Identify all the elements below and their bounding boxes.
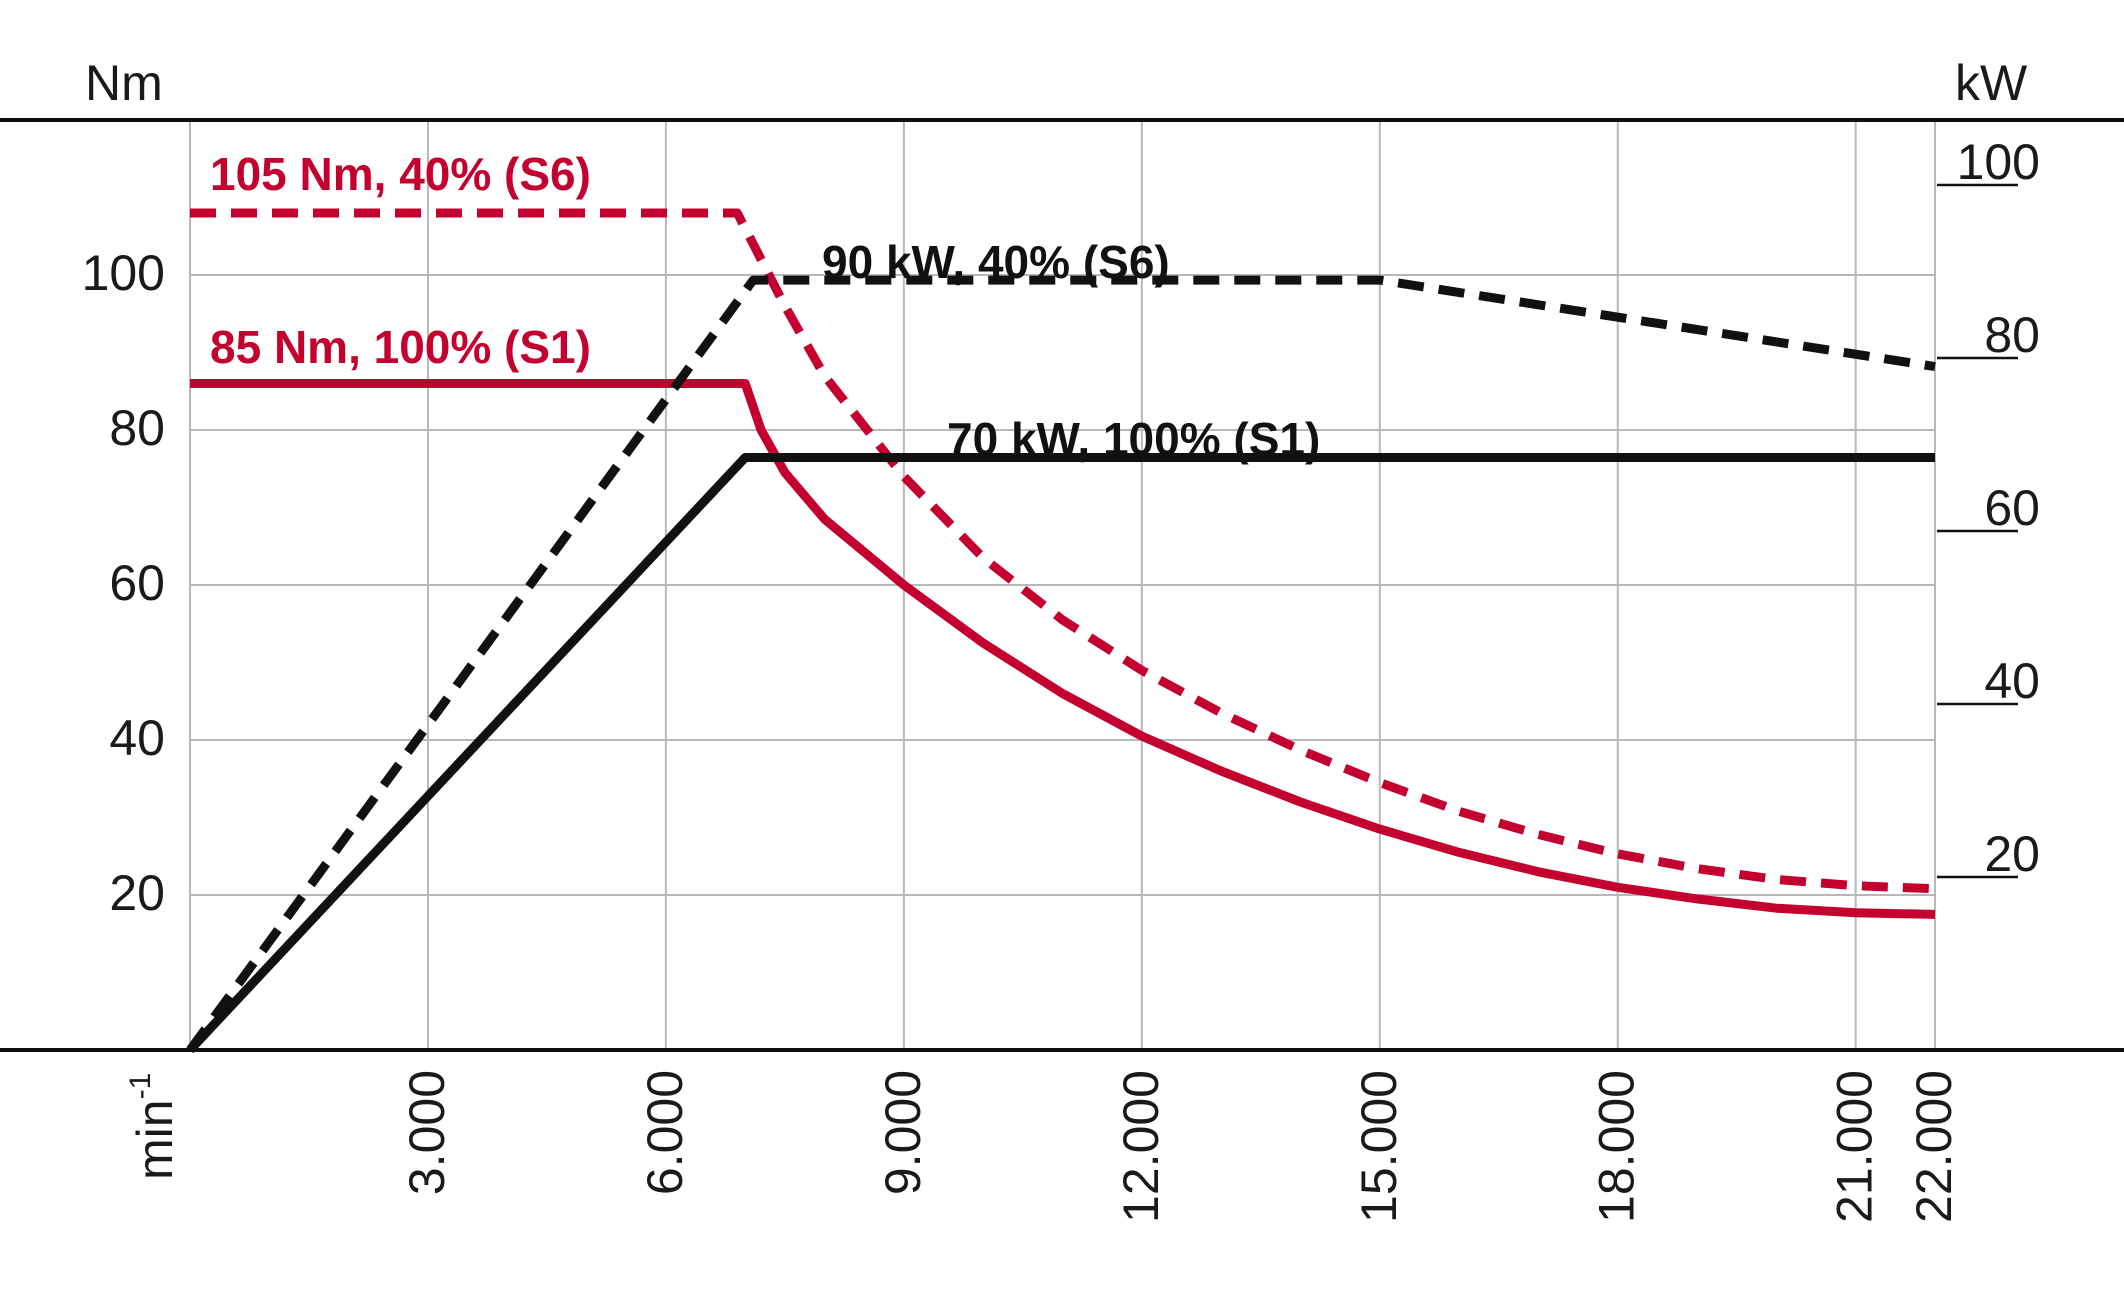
left-axis-unit: Nm <box>85 55 163 111</box>
y-right-tick-label: 80 <box>1984 307 2040 363</box>
y-left-tick-label: 80 <box>109 400 165 456</box>
right-axis-unit: kW <box>1955 55 2028 111</box>
x-tick-label-group: 15.000 <box>1351 1070 1407 1223</box>
x-tick-label-group: 21.000 <box>1827 1070 1883 1223</box>
y-left-tick-label: 60 <box>109 555 165 611</box>
x-tick-label-group: 12.000 <box>1113 1070 1169 1223</box>
x-tick-label: 12.000 <box>1113 1070 1169 1223</box>
text-layer: Nm kW min-1 20 40 60 80 100 20 40 60 80 100 3.000 6… <box>82 55 2040 1223</box>
x-tick-label-group: 22.000 <box>1906 1070 1962 1223</box>
x-tick-label: 6.000 <box>637 1070 693 1195</box>
y-right-tick-label: 100 <box>1957 134 2040 190</box>
x-tick-label: 15.000 <box>1351 1070 1407 1223</box>
series-s6-torque-line <box>190 208 1936 894</box>
x-tick-label-group: 9.000 <box>875 1070 931 1195</box>
series-label-s1-power: 70 kW, 100% (S1) <box>947 413 1320 465</box>
y-right-tick-label: 20 <box>1984 826 2040 882</box>
y-left-tick-label: 40 <box>109 710 165 766</box>
series-label-s6-power: 90 kW, 40% (S6) <box>822 236 1170 288</box>
x-tick-label: 22.000 <box>1906 1070 1962 1223</box>
axis-frame <box>0 118 2124 1052</box>
y-left-tick-label: 20 <box>109 865 165 921</box>
series-s1-power-line <box>186 453 1935 1054</box>
x-tick-label: 9.000 <box>875 1070 931 1195</box>
x-tick-label-group: 3.000 <box>399 1070 455 1195</box>
y-left-tick-label: 100 <box>82 245 165 301</box>
x-tick-label: 21.000 <box>1827 1070 1883 1223</box>
series-layer <box>186 208 1936 1054</box>
x-tick-label-group: 18.000 <box>1589 1070 1645 1223</box>
y-right-tick-label: 40 <box>1984 653 2040 709</box>
x-tick-label-group: 6.000 <box>637 1070 693 1195</box>
x-axis-unit-exponent: -1 <box>124 1073 157 1100</box>
series-s6-power-line <box>186 275 1936 1053</box>
x-axis-unit-text: min <box>127 1099 183 1180</box>
svg-text:min-1: min-1 <box>124 1073 183 1180</box>
x-tick-label: 18.000 <box>1589 1070 1645 1223</box>
series-label-s6-torque: 105 Nm, 40% (S6) <box>210 148 591 200</box>
series-s1-torque-line <box>190 379 1936 919</box>
x-tick-label: 3.000 <box>399 1070 455 1195</box>
y-right-tick-label: 60 <box>1984 480 2040 536</box>
x-axis-unit: min-1 <box>124 1073 183 1180</box>
series-label-s1-torque: 85 Nm, 100% (S1) <box>210 321 591 373</box>
